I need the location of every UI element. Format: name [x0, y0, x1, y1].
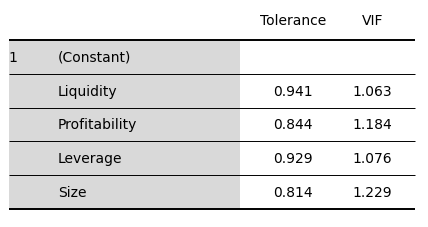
Text: 1.063: 1.063	[353, 84, 392, 98]
Text: 0.929: 0.929	[273, 151, 313, 165]
Bar	[9, 175, 240, 209]
Bar	[9, 142, 240, 175]
Text: Profitability: Profitability	[58, 118, 137, 132]
Text: 0.814: 0.814	[273, 185, 313, 199]
Text: 1.076: 1.076	[353, 151, 392, 165]
Text: Size: Size	[58, 185, 86, 199]
Bar	[9, 74, 240, 108]
Text: (Constant): (Constant)	[58, 51, 131, 65]
Text: 1.184: 1.184	[353, 118, 392, 132]
Text: Leverage: Leverage	[58, 151, 122, 165]
Bar	[9, 41, 240, 74]
Text: 0.941: 0.941	[273, 84, 313, 98]
Text: 0.844: 0.844	[273, 118, 313, 132]
Text: Tolerance: Tolerance	[260, 13, 326, 27]
Text: VIF: VIF	[362, 13, 383, 27]
Text: 1: 1	[9, 51, 18, 65]
Bar	[9, 108, 240, 142]
Text: 1.229: 1.229	[353, 185, 392, 199]
Text: Liquidity: Liquidity	[58, 84, 117, 98]
